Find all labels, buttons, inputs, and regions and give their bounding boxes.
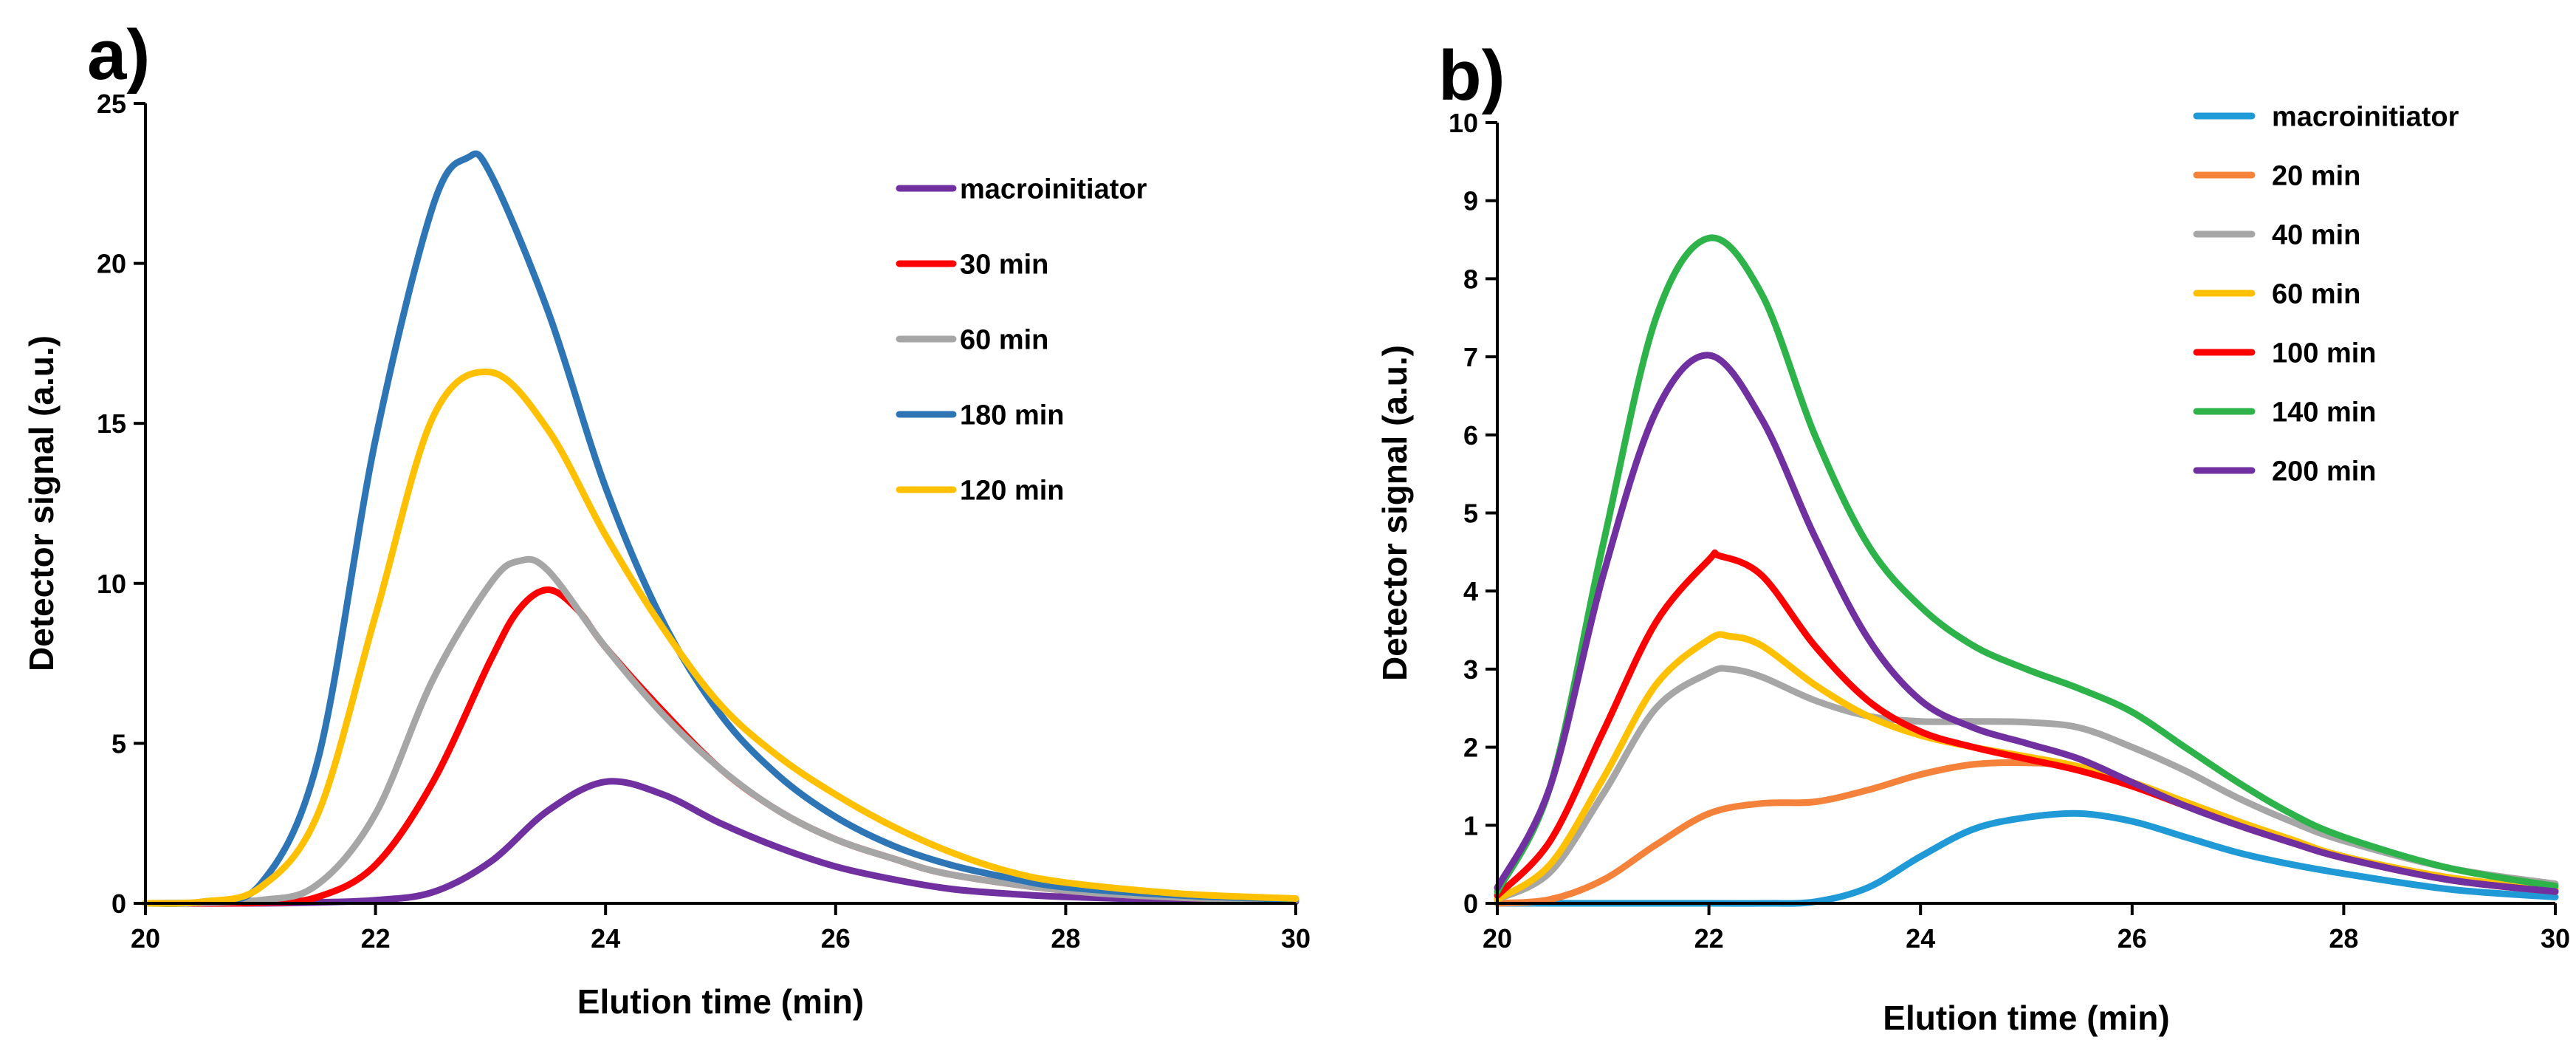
legend-label-b: 100 min: [2272, 338, 2377, 369]
x-tick-label-b: 26: [2118, 923, 2147, 954]
legend-label-b: 20 min: [2272, 160, 2360, 191]
y-tick-label-b: 1: [1463, 810, 1478, 841]
x-tick-label-a: 28: [1051, 923, 1080, 954]
y-tick-label-b: 8: [1463, 264, 1478, 294]
series-line-b-40-min: [1494, 665, 2559, 903]
legend-label-b: macroinitiator: [2272, 101, 2459, 132]
x-axis-title-b: Elution time (min): [1883, 999, 2169, 1037]
legend-label-b: 60 min: [2272, 278, 2360, 309]
legend-label-a: macroinitiator: [960, 174, 1147, 205]
y-tick-label-b: 4: [1463, 576, 1478, 606]
series-line-a-120-min: [142, 368, 1299, 907]
y-tick-label-b: 2: [1463, 733, 1478, 763]
series-line-b-60-min: [1494, 631, 2559, 903]
y-tick-label-b: 0: [1463, 889, 1478, 919]
x-tick-label-a: 24: [591, 923, 620, 954]
y-tick-label-a: 0: [111, 889, 126, 919]
x-tick-label-b: 20: [1483, 923, 1512, 954]
legend-b: macroinitiator 20 min 40 min 60 min 100 min 1…: [2193, 101, 2459, 487]
chart-panel-b: b) 0 1 2 3 4 5 6 7 8 9 10 20 22 24 26 28 30 Detector signa…: [1375, 36, 2570, 1037]
panel-letter-b: b): [1438, 36, 1505, 115]
y-axis-title-a: Detector signal (a.u.): [22, 335, 61, 671]
y-tick-label-b: 10: [1449, 108, 1478, 138]
series-group-a: [142, 150, 1299, 907]
legend-label-a: 120 min: [960, 475, 1065, 506]
panel-letter-a: a): [87, 16, 150, 95]
x-tick-label-b: 30: [2541, 923, 2570, 954]
legend-label-b: 200 min: [2272, 456, 2377, 487]
y-axis-title-b: Detector signal (a.u.): [1375, 345, 1414, 681]
y-tick-label-b: 5: [1463, 498, 1478, 528]
legend-label-b: 140 min: [2272, 397, 2377, 428]
series-line-a-macroinitiator: [142, 778, 1299, 907]
legend-label-b: 40 min: [2272, 219, 2360, 250]
legend-a: macroinitiator 30 min 60 min 180 min 120 min: [896, 174, 1147, 506]
y-tick-label-a: 20: [97, 249, 126, 279]
y-tick-label-a: 15: [97, 408, 126, 439]
y-tick-label-b: 6: [1463, 420, 1478, 451]
series-line-b-200-min: [1494, 352, 2559, 895]
y-tick-label-b: 9: [1463, 186, 1478, 216]
x-tick-label-b: 28: [2329, 923, 2358, 954]
legend-label-a: 180 min: [960, 400, 1065, 431]
x-tick-label-a: 26: [821, 923, 851, 954]
x-tick-label-a: 30: [1281, 923, 1311, 954]
x-tick-label-a: 20: [131, 923, 160, 954]
series-line-a-180-min: [142, 150, 1299, 907]
x-tick-label-a: 22: [361, 923, 391, 954]
y-tick-label-b: 7: [1463, 342, 1478, 372]
y-tick-label-a: 10: [97, 569, 126, 599]
chart-panel-a: a) 0 5 10 15 20 25 20 22 24 26 28 30 Detector signal …: [22, 16, 1311, 1021]
x-tick-label-b: 22: [1694, 923, 1724, 954]
series-group-b: [1494, 234, 2559, 907]
y-tick-label-a: 25: [97, 89, 126, 119]
x-tick-label-b: 24: [1906, 923, 1935, 954]
series-line-a-60-min: [142, 555, 1299, 907]
y-tick-label-a: 5: [111, 728, 126, 759]
legend-label-a: 30 min: [960, 249, 1048, 280]
legend-label-a: 60 min: [960, 324, 1048, 355]
x-axis-title-a: Elution time (min): [577, 982, 864, 1021]
y-tick-label-b: 3: [1463, 654, 1478, 685]
series-line-b-140-min: [1494, 234, 2559, 895]
